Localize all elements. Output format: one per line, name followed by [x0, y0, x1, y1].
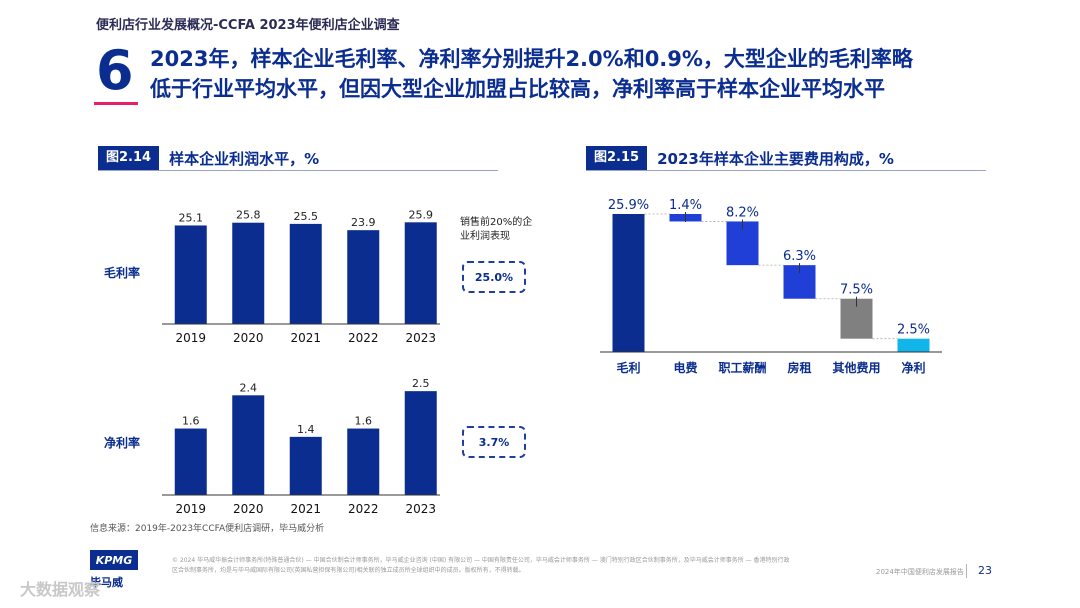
- waterfall-value-label: 1.4%: [669, 198, 702, 213]
- waterfall-bar-0: [612, 214, 645, 352]
- section-underline: [94, 102, 138, 105]
- footer-legal: © 2024 毕马威华振会计师事务所(特殊普通合伙) — 中国合伙制会计师事务所…: [172, 557, 790, 574]
- waterfall-value-label: 6.3%: [783, 249, 816, 264]
- gross-value-label: 25.9: [409, 208, 434, 221]
- net-value-label: 2.4: [240, 381, 258, 394]
- waterfall-value-label: 25.9%: [608, 198, 649, 213]
- net-margin-chart: 净利率 1.6 2019 2.4 2020 1.4 2021 1.6 2022 2.5 2023: [104, 377, 440, 516]
- figure-left-title: 样本企业利润水平，%: [169, 149, 320, 168]
- section-number: 6: [96, 39, 134, 102]
- net-value-label: 1.4: [297, 423, 315, 436]
- gross-tick-label: 2022: [348, 331, 379, 345]
- waterfall-value-label: 2.5%: [897, 323, 930, 338]
- net-bar-2022: [347, 428, 380, 495]
- expense-waterfall-chart: 25.9% 毛利 1.4% 电费 8.2% 职工薪酬 6.3% 房租 7.5% 其他费用 2.5% 净…: [600, 198, 942, 375]
- net-tick-label: 2019: [175, 502, 206, 516]
- gross-value-label: 25.1: [179, 211, 204, 224]
- net-value-label: 1.6: [355, 415, 373, 428]
- figure-left-rule: [98, 170, 498, 171]
- waterfall-tick-label: 职工薪酬: [718, 360, 766, 375]
- waterfall-value-label: 8.2%: [726, 205, 759, 220]
- report-name: 2024年中国便利店发展报告: [876, 568, 964, 576]
- top20-label: 销售前20%的企业利润表现: [460, 217, 533, 242]
- gross-top20-box: 25.0%: [462, 261, 526, 293]
- gross-value-label: 25.8: [236, 209, 261, 222]
- figure-right-title: 2023年样本企业主要费用构成，%: [657, 149, 894, 168]
- headline-line-2: 低于行业平均水平，但因大型企业加盟占比较高，净利率高于样本企业平均水平: [150, 77, 885, 101]
- net-bar-2023: [404, 391, 437, 495]
- waterfall-tick-label: 其他费用: [832, 360, 880, 375]
- figure-left-tag: 图2.14: [98, 146, 160, 170]
- waterfall-value-label: 7.5%: [840, 283, 873, 298]
- page-number: 23: [978, 564, 992, 577]
- waterfall-bar-5: [897, 338, 930, 352]
- net-tick-label: 2022: [348, 502, 379, 516]
- net-bar-2020: [232, 395, 265, 495]
- gross-tick-label: 2020: [233, 331, 264, 345]
- net-bar-2021: [289, 436, 322, 495]
- net-value-label: 1.6: [182, 415, 200, 428]
- gross-tick-label: 2019: [175, 331, 206, 345]
- figure-right-tag: 图2.15: [586, 146, 648, 170]
- net-value-label: 2.5: [412, 377, 430, 390]
- gross-bar-2020: [232, 222, 265, 324]
- gross-tick-label: 2021: [290, 331, 321, 345]
- gross-bar-2022: [347, 230, 380, 324]
- gross-margin-chart: 毛利率 25.1 2019 25.8 2020 25.5 2021 23.9 2022 25.9 2…: [104, 208, 440, 345]
- waterfall-tick-label: 电费: [673, 360, 697, 375]
- headline-line-1: 2023年，样本企业毛利率、净利率分别提升2.0%和0.9%，大型企业的毛利率略: [150, 47, 913, 71]
- figure-right-header: 图2.15 2023年样本企业主要费用构成，%: [586, 145, 894, 171]
- figure-right-rule: [586, 170, 986, 171]
- gross-series-title: 毛利率: [104, 265, 140, 280]
- net-bar-2019: [174, 428, 207, 495]
- net-tick-label: 2020: [233, 502, 264, 516]
- figure-left-header: 图2.14 样本企业利润水平，%: [98, 145, 319, 171]
- net-tick-label: 2021: [290, 502, 321, 516]
- kpmg-logo-cn: 毕马威: [90, 576, 123, 589]
- gross-bar-2023: [404, 222, 437, 324]
- waterfall-tick-label: 净利: [901, 360, 925, 375]
- waterfall-tick-label: 房租: [787, 360, 811, 375]
- watermark: 大数据观察: [20, 580, 101, 599]
- breadcrumb: 便利店行业发展概况-CCFA 2023年便利店企业调查: [96, 18, 400, 33]
- page-title: 2023年，样本企业毛利率、净利率分别提升2.0%和0.9%，大型企业的毛利率略…: [150, 44, 1010, 104]
- waterfall-tick-label: 毛利: [616, 360, 640, 375]
- page-separator: [966, 564, 967, 578]
- net-top20-box: 3.7%: [462, 426, 526, 458]
- gross-value-label: 25.5: [294, 210, 319, 223]
- net-series-title: 净利率: [104, 435, 140, 450]
- gross-bar-2021: [289, 223, 322, 324]
- gross-bar-2019: [174, 225, 207, 324]
- net-tick-label: 2023: [405, 502, 436, 516]
- gross-value-label: 23.9: [351, 216, 376, 229]
- gross-tick-label: 2023: [405, 331, 436, 345]
- source-note: 信息来源：2019年-2023年CCFA便利店调研，毕马威分析: [90, 524, 325, 534]
- kpmg-logo: KPMG: [90, 550, 138, 570]
